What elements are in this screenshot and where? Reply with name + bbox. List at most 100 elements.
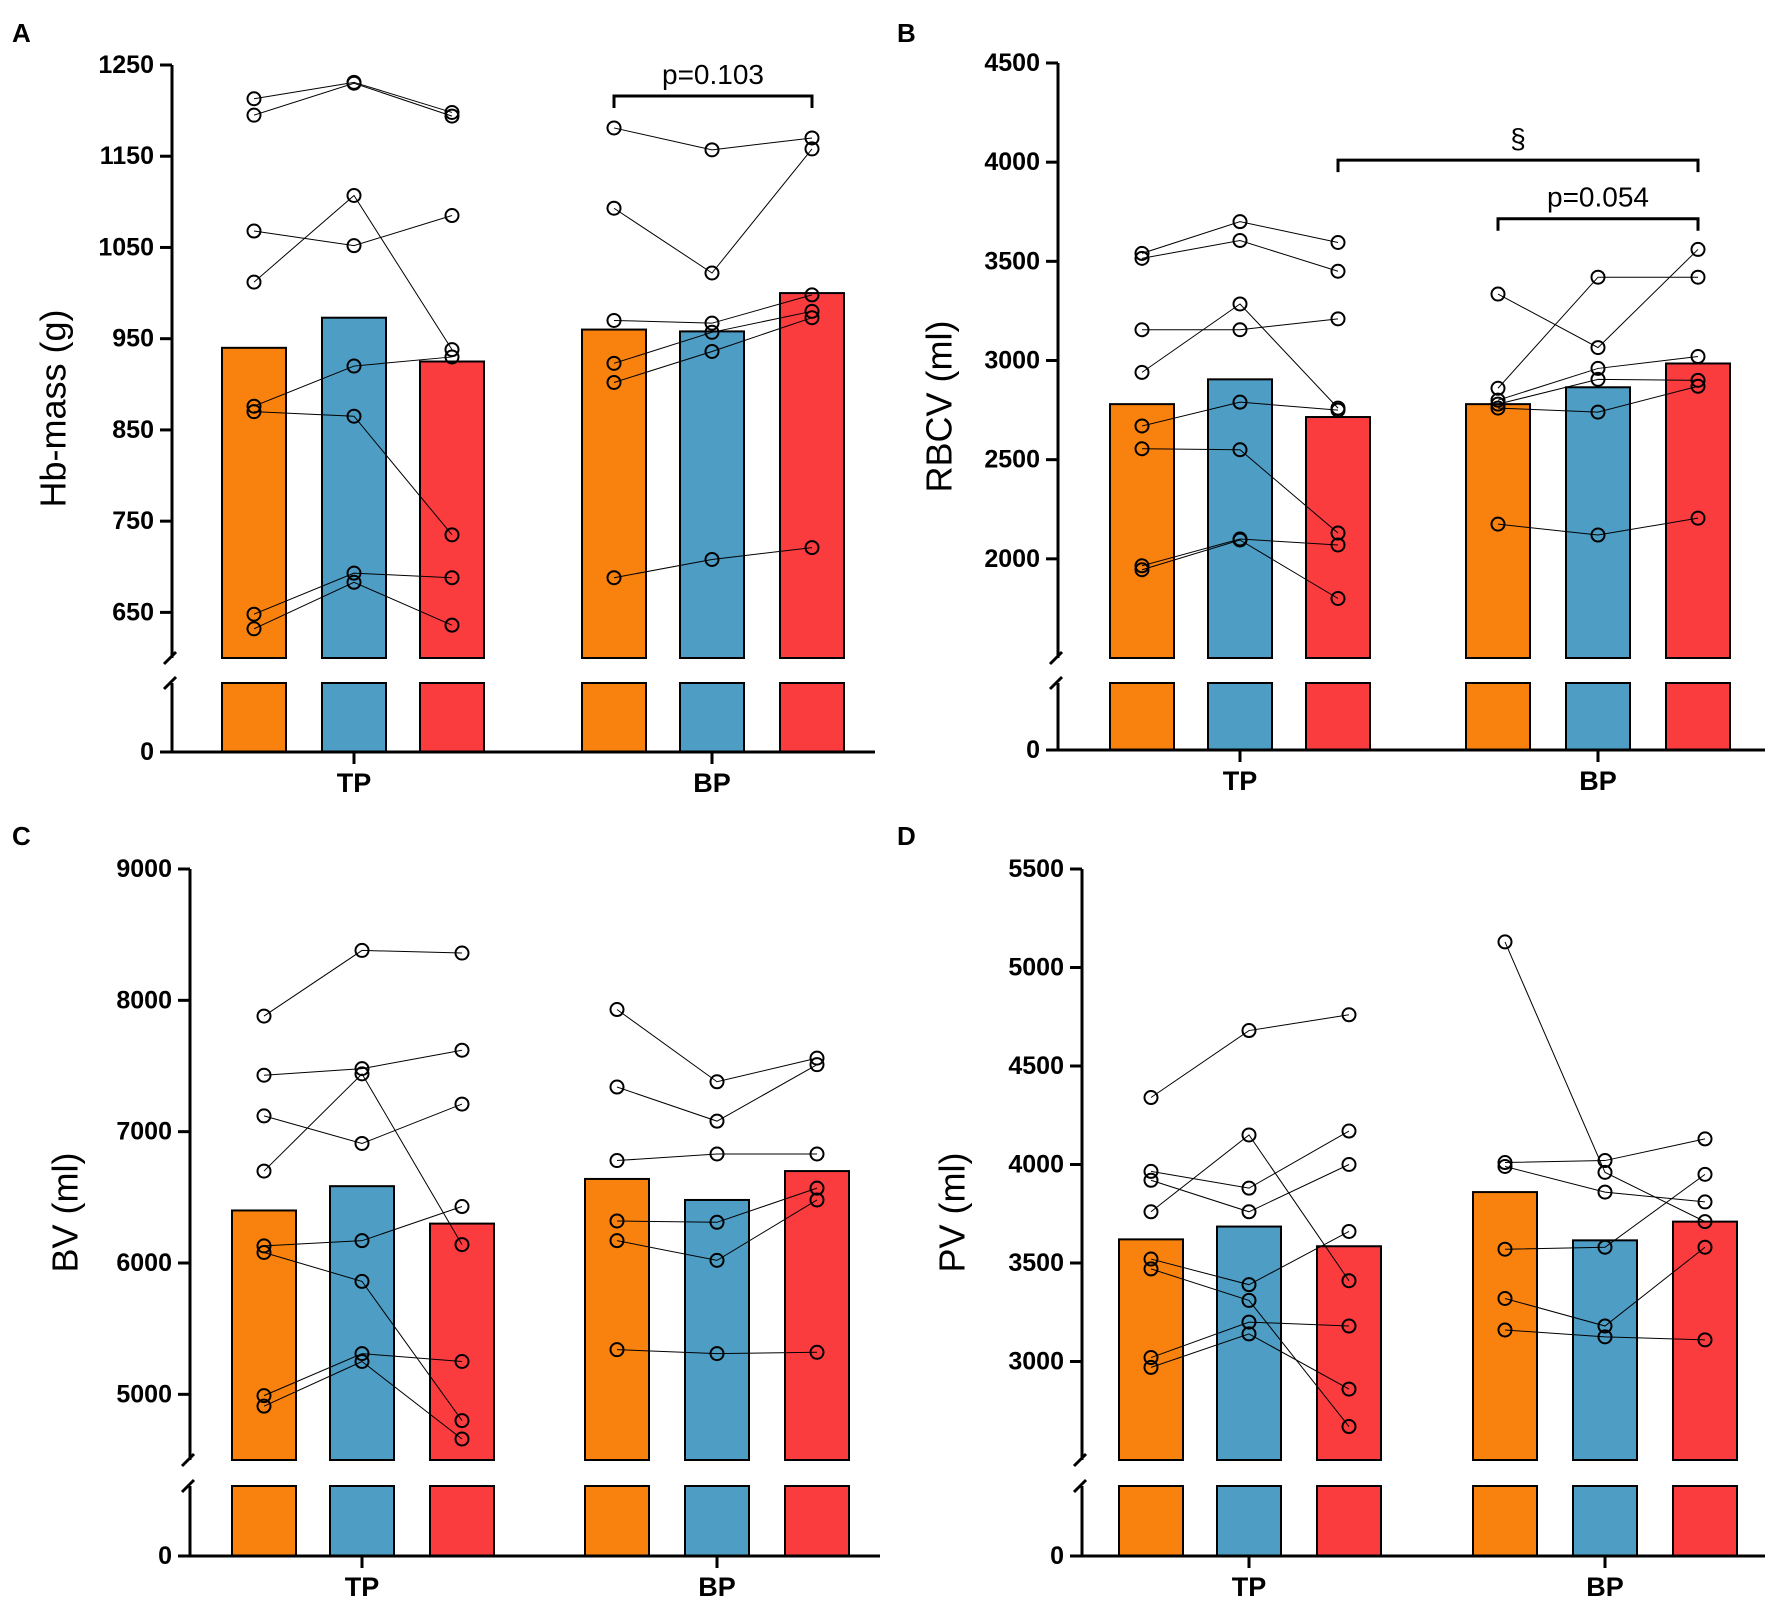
x-tick-label-c-tp: TP <box>345 1572 380 1602</box>
data-point-c-tp-4-1 <box>256 1163 272 1179</box>
subject-line-a-tp-6 <box>253 411 453 536</box>
data-point-a-tp-8-3 <box>444 617 460 633</box>
data-point-d-tp-4-2 <box>1241 1127 1257 1143</box>
data-point-c-bp-2-1 <box>609 1079 625 1095</box>
y-tick-label-a-1150: 1150 <box>100 142 154 170</box>
data-point-d-tp-2-2 <box>1241 1180 1257 1196</box>
subject-line-b-bp-6 <box>1497 517 1699 536</box>
bar-a-tp-3 <box>419 360 485 659</box>
data-point-d-tp-6-1 <box>1143 1261 1159 1277</box>
axis-break-mark-lower-c <box>180 1478 196 1494</box>
data-point-b-tp-1-1 <box>1134 245 1150 261</box>
data-point-c-bp-4-2 <box>709 1214 725 1230</box>
y-tick-label-c-7000: 7000 <box>116 1118 172 1146</box>
data-point-a-tp-7-3 <box>444 570 460 586</box>
data-point-d-tp-5-2 <box>1241 1277 1257 1293</box>
data-point-c-bp-6-1 <box>609 1342 625 1358</box>
data-point-a-tp-2-3 <box>444 108 460 124</box>
subject-line-a-bp-3 <box>613 294 813 324</box>
data-point-d-bp-1-2 <box>1597 1164 1613 1180</box>
data-point-a-tp-6-2 <box>346 408 362 424</box>
x-tick-label-a-tp: TP <box>337 768 372 798</box>
subject-line-c-tp-6 <box>263 1252 463 1421</box>
data-point-b-tp-3-3 <box>1330 311 1346 327</box>
panel-letter-a: A <box>12 18 31 48</box>
data-point-d-tp-1-3 <box>1341 1007 1357 1023</box>
y-tick-label-c-5000: 5000 <box>116 1380 172 1408</box>
y-tick-label-b-3500: 3500 <box>984 247 1040 275</box>
subject-line-d-tp-8 <box>1150 1333 1350 1390</box>
data-point-a-bp-2-2 <box>704 265 720 281</box>
data-point-a-tp-7-2 <box>346 565 362 581</box>
y-tick-label-b-3000: 3000 <box>984 347 1040 375</box>
data-point-b-tp-3-1 <box>1134 322 1150 338</box>
data-point-b-tp-8-2 <box>1232 532 1248 548</box>
bar-c-bp-3 <box>784 1170 850 1461</box>
axis-break-mark-lower-a <box>162 675 178 691</box>
bar-a-bp-3 <box>779 292 845 659</box>
data-point-a-bp-4-1 <box>606 355 622 371</box>
data-point-b-tp-6-2 <box>1232 442 1248 458</box>
data-point-c-tp-1-1 <box>256 1008 272 1024</box>
data-point-b-tp-1-2 <box>1232 214 1248 230</box>
subject-line-c-tp-3 <box>263 1103 463 1145</box>
data-point-a-tp-3-3 <box>444 208 460 224</box>
y-tick-label-d-4500: 4500 <box>1008 1052 1064 1080</box>
subject-line-b-tp-6 <box>1141 448 1339 534</box>
data-point-d-bp-3-2 <box>1597 1184 1613 1200</box>
panel-letter-b: B <box>897 18 916 48</box>
subject-line-d-bp-4 <box>1504 1173 1706 1250</box>
subject-line-a-bp-5 <box>613 317 813 383</box>
panel-b: B RBCV (ml) 2000 2500 3000 3500 4000 4500 0 TP BP §… <box>897 18 1770 796</box>
bar-d-bp-3 <box>1672 1220 1738 1461</box>
data-point-d-tp-2-3 <box>1341 1123 1357 1139</box>
data-point-a-tp-5-3 <box>444 349 460 365</box>
subject-line-d-tp-5 <box>1150 1231 1350 1286</box>
data-point-a-bp-6-2 <box>704 551 720 567</box>
x-tick-label-c-bp: BP <box>698 1572 736 1602</box>
subject-line-c-tp-4 <box>263 1073 463 1245</box>
data-point-d-tp-7-2 <box>1241 1314 1257 1330</box>
data-point-d-tp-7-3 <box>1341 1318 1357 1334</box>
data-point-d-tp-5-3 <box>1341 1223 1357 1239</box>
panel-letter-d: D <box>897 821 916 851</box>
panel-a: A Hb-mass (g) 650 750 850 950 1050 1150 1250 0 TP B… <box>12 18 880 798</box>
data-point-b-bp-3-1 <box>1490 392 1506 408</box>
axis-break-mark-upper-a <box>162 650 178 666</box>
data-point-a-tp-5-1 <box>246 398 262 414</box>
data-point-c-tp-1-3 <box>454 945 470 961</box>
bar-base-c-tp-2 <box>329 1485 395 1557</box>
data-point-c-bp-6-2 <box>709 1346 725 1362</box>
y-tick-label-a-zero: 0 <box>140 738 154 766</box>
data-point-c-tp-8-1 <box>256 1398 272 1414</box>
subject-line-b-tp-5 <box>1141 401 1339 427</box>
x-tick-label-d-bp: BP <box>1586 1572 1624 1602</box>
data-point-a-tp-2-2 <box>346 75 362 91</box>
y-tick-label-d-5000: 5000 <box>1008 954 1064 982</box>
y-axis-label-c: BV (ml) <box>45 1153 86 1273</box>
y-tick-label-c-6000: 6000 <box>116 1249 172 1277</box>
data-point-b-tp-2-2 <box>1232 233 1248 249</box>
data-point-a-tp-4-1 <box>246 274 262 290</box>
bar-base-b-tp-2 <box>1207 682 1273 751</box>
data-point-c-bp-3-1 <box>609 1153 625 1169</box>
data-point-a-tp-8-1 <box>246 621 262 637</box>
subject-line-c-bp-2 <box>616 1064 818 1122</box>
data-point-c-tp-8-3 <box>454 1431 470 1447</box>
data-point-c-bp-6-3 <box>809 1344 825 1360</box>
subject-line-d-bp-5 <box>1504 1246 1706 1327</box>
data-point-d-tp-3-1 <box>1143 1172 1159 1188</box>
data-point-a-bp-4-2 <box>704 324 720 340</box>
data-point-b-bp-5-2 <box>1590 404 1606 420</box>
data-point-a-bp-1-1 <box>606 120 622 136</box>
subject-line-d-tp-3 <box>1150 1164 1350 1213</box>
data-point-a-tp-7-1 <box>246 606 262 622</box>
bar-c-tp-2 <box>329 1185 395 1462</box>
subject-line-d-tp-6 <box>1150 1268 1350 1427</box>
x-tick-label-d-tp: TP <box>1232 1572 1267 1602</box>
subject-line-b-bp-1 <box>1497 249 1699 349</box>
data-point-d-tp-4-3 <box>1341 1273 1357 1289</box>
axis-break-gap-d <box>1062 1461 1770 1485</box>
data-point-c-tp-2-2 <box>354 1061 370 1077</box>
data-point-a-bp-5-2 <box>704 343 720 359</box>
